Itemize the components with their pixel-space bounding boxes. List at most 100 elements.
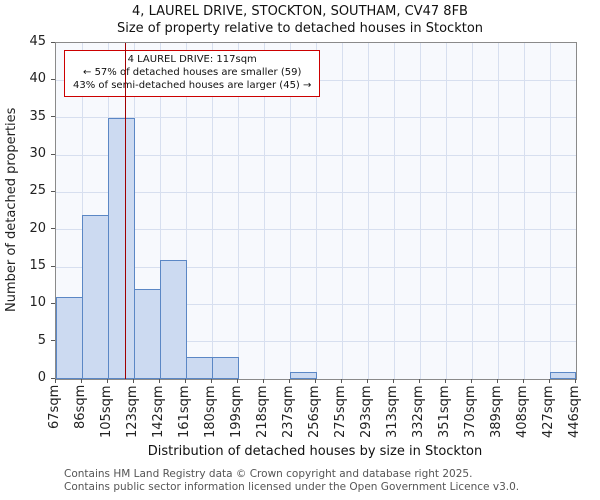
y-tick-label: 45 [29,34,46,49]
x-tick-mark [106,379,108,383]
x-tick-label: 123sqm [125,385,140,438]
y-tick-label: 5 [37,332,46,348]
y-tick-mark [51,228,55,230]
x-tick-label: 256sqm [307,385,322,438]
chart-title: 4, LAUREL DRIVE, STOCKTON, SOUTHAM, CV47… [132,4,468,19]
x-tick-label: 105sqm [99,385,114,438]
gridline-vertical [445,43,447,379]
annotation-smaller-share: ← 57% of detached houses are smaller (59… [83,67,302,79]
x-tick-mark [496,379,498,383]
gridline-vertical [159,43,161,379]
x-tick-mark [574,379,576,383]
gridline-vertical [419,43,421,379]
x-tick-mark [366,379,368,383]
gridline-vertical [393,43,395,379]
histogram-bar-161sqm [186,356,213,379]
x-axis-label: Distribution of detached houses by size … [147,444,483,459]
histogram-bar-105sqm [108,117,135,379]
y-axis-ticks: 0 5 10 15 20 25 30 35 40 45 [0,34,55,385]
plot-area: 4 LAUREL DRIVE: 117sqm ← 57% of detached… [55,42,577,380]
x-tick-label: 332sqm [411,385,426,438]
x-tick-mark [548,379,550,383]
histogram-bar-67sqm [56,296,83,379]
x-tick-mark [470,379,472,383]
histogram-bar-427sqm [550,371,576,379]
x-tick-mark [392,379,394,383]
y-tick-mark [51,340,55,342]
y-tick-mark [51,78,55,80]
x-tick-label: 275sqm [333,385,348,438]
x-tick-mark [236,379,238,383]
gridline-vertical [263,43,265,379]
gridline-vertical [523,43,525,379]
chart-subtitle: Size of property relative to detached ho… [116,21,484,36]
y-tick-mark [51,153,55,155]
x-tick-label: 237sqm [281,385,296,438]
gridline-vertical [237,43,239,379]
y-tick-label: 0 [37,370,46,385]
x-tick-label: 351sqm [437,385,452,438]
y-tick-mark [51,41,55,43]
y-tick-label: 35 [29,108,46,124]
gridline-vertical [315,43,317,379]
x-tick-label: 180sqm [203,385,218,438]
footer-attribution-ogl: Contains public sector information licen… [64,480,520,493]
x-tick-mark [314,379,316,383]
y-tick-label: 10 [29,295,46,311]
x-tick-label: 427sqm [541,385,556,438]
x-tick-mark [80,379,82,383]
x-tick-mark [54,379,56,383]
gridline-vertical [185,43,187,379]
footer-attribution-hm-land-registry: Contains HM Land Registry data © Crown c… [64,468,473,480]
histogram-bar-123sqm [134,289,161,379]
gridline-vertical [367,43,369,379]
gridline-vertical [497,43,499,379]
x-tick-label: 161sqm [177,385,192,438]
x-tick-label: 67sqm [47,385,62,430]
x-tick-mark [184,379,186,383]
y-tick-mark [51,377,55,379]
x-tick-label: 293sqm [359,385,374,438]
x-tick-label: 389sqm [489,385,504,438]
x-tick-mark [210,379,212,383]
y-tick-label: 20 [29,220,46,236]
gridline-vertical [341,43,343,379]
x-tick-label: 142sqm [151,385,166,438]
histogram-bar-237sqm [290,371,317,379]
y-tick-label: 40 [29,71,46,87]
gridline-vertical [289,43,291,379]
x-tick-mark [522,379,524,383]
gridline-vertical [471,43,473,379]
x-tick-mark [340,379,342,383]
histogram-bar-180sqm [212,356,239,379]
x-tick-label: 218sqm [255,385,270,438]
x-tick-label: 408sqm [515,385,530,438]
x-tick-label: 446sqm [567,385,582,438]
y-tick-mark [51,265,55,267]
x-tick-label: 86sqm [73,385,88,430]
x-tick-mark [158,379,160,383]
subject-property-marker-line [124,43,127,379]
x-tick-label: 370sqm [463,385,478,438]
y-tick-mark [51,116,55,118]
gridline-vertical [549,43,551,379]
annotation-box: 4 LAUREL DRIVE: 117sqm ← 57% of detached… [64,50,321,97]
y-tick-label: 15 [29,258,46,273]
y-tick-mark [51,190,55,192]
x-tick-label: 313sqm [385,385,400,438]
x-tick-mark [444,379,446,383]
gridline-vertical [211,43,213,379]
footer: Contains HM Land Registry data © Crown c… [64,468,519,493]
gridline-vertical [81,43,83,379]
histogram-bar-86sqm [82,214,109,379]
x-tick-mark [132,379,134,383]
x-axis-ticks: 67sqm 86sqm 105sqm 123sqm 142sqm 161sqm 180sqm… [47,379,582,441]
x-tick-mark [288,379,290,383]
y-tick-mark [51,302,55,304]
x-tick-mark [418,379,420,383]
x-tick-mark [262,379,264,383]
x-tick-label: 199sqm [229,385,244,438]
y-tick-label: 25 [29,183,46,199]
y-tick-label: 30 [29,146,46,161]
